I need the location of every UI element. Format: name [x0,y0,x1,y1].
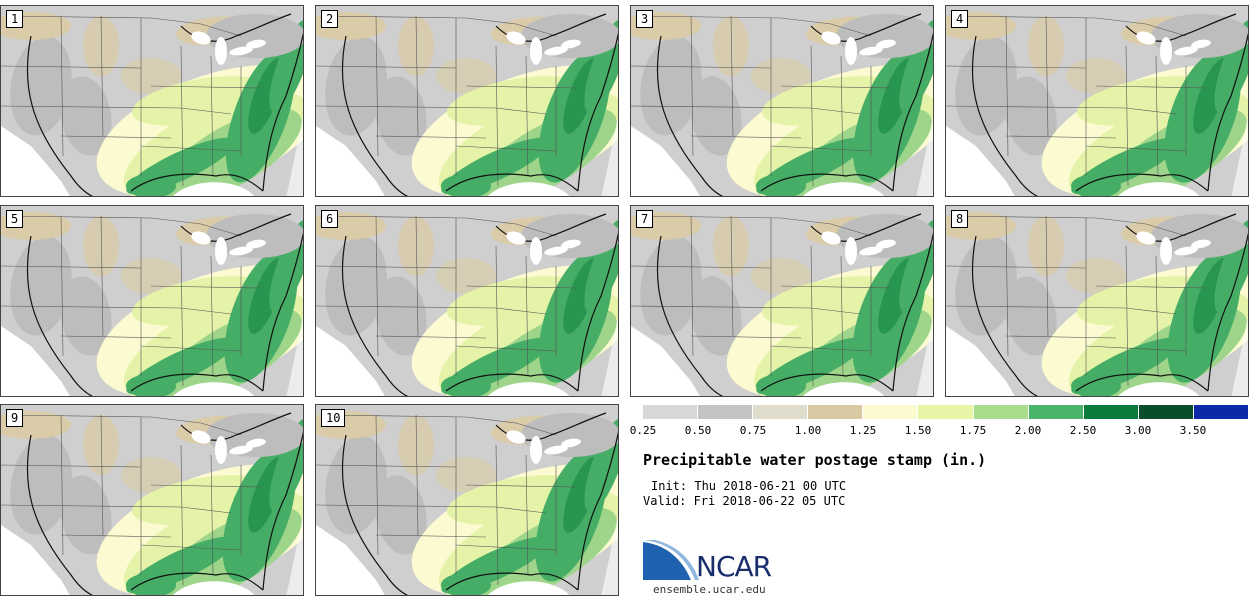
legend-tick-label: 0.25 [629,424,657,437]
legend-tick-label: 2.00 [1014,424,1042,437]
ensemble-member-map: 9 [0,404,304,596]
legend-color-swatch [1193,405,1249,419]
ncar-logo-text: NCAR [696,550,772,583]
legend-tick-label: 0.50 [684,424,712,437]
member-number-label: 5 [6,210,24,228]
valid-time: Valid: Fri 2018-06-22 05 UTC [643,494,846,508]
legend-tick-label: 1.75 [959,424,987,437]
ensemble-member-map: 4 [945,5,1249,197]
member-number-label: 8 [951,210,969,228]
ensemble-member-map: 2 [315,5,619,197]
member-number-label: 10 [321,409,346,427]
legend-color-swatch [753,405,809,419]
member-number-label: 9 [6,409,24,427]
member-number-label: 2 [321,10,339,28]
legend-tick-label: 3.50 [1179,424,1207,437]
legend-tick-label: 2.50 [1069,424,1097,437]
legend-tick-label: 3.00 [1124,424,1152,437]
legend-tick-label: 0.75 [739,424,767,437]
member-number-label: 6 [321,210,339,228]
member-number-label: 7 [636,210,654,228]
ncar-logo-icon [643,540,699,580]
legend-color-swatch [698,405,754,419]
ensemble-member-map: 3 [630,5,934,197]
figure-title: Precipitable water postage stamp (in.) [643,451,987,469]
legend-color-swatch [863,405,919,419]
ensemble-member-map: 10 [315,404,619,596]
ensemble-member-map: 7 [630,205,934,397]
legend-color-swatch [1138,405,1194,419]
site-url: ensemble.ucar.edu [653,583,766,596]
ensemble-member-map: 6 [315,205,619,397]
member-number-label: 1 [6,10,24,28]
legend-tick-label: 1.50 [904,424,932,437]
member-number-label: 3 [636,10,654,28]
legend-color-swatch [1083,405,1139,419]
member-number-label: 4 [951,10,969,28]
legend-color-swatch [643,405,699,419]
legend-tick-label: 1.00 [794,424,822,437]
color-legend-bar [643,405,1249,419]
ensemble-member-map: 8 [945,205,1249,397]
legend-color-swatch [973,405,1029,419]
legend-color-swatch [918,405,974,419]
legend-color-swatch [1028,405,1084,419]
legend-color-swatch [808,405,864,419]
legend-tick-label: 1.25 [849,424,877,437]
init-time: Init: Thu 2018-06-21 00 UTC [651,479,847,493]
ensemble-member-map: 1 [0,5,304,197]
ensemble-member-map: 5 [0,205,304,397]
color-legend-ticks: 0.25 0.50 0.75 1.00 1.25 1.50 1.75 2.00 2.50 3.00… [630,424,1248,438]
